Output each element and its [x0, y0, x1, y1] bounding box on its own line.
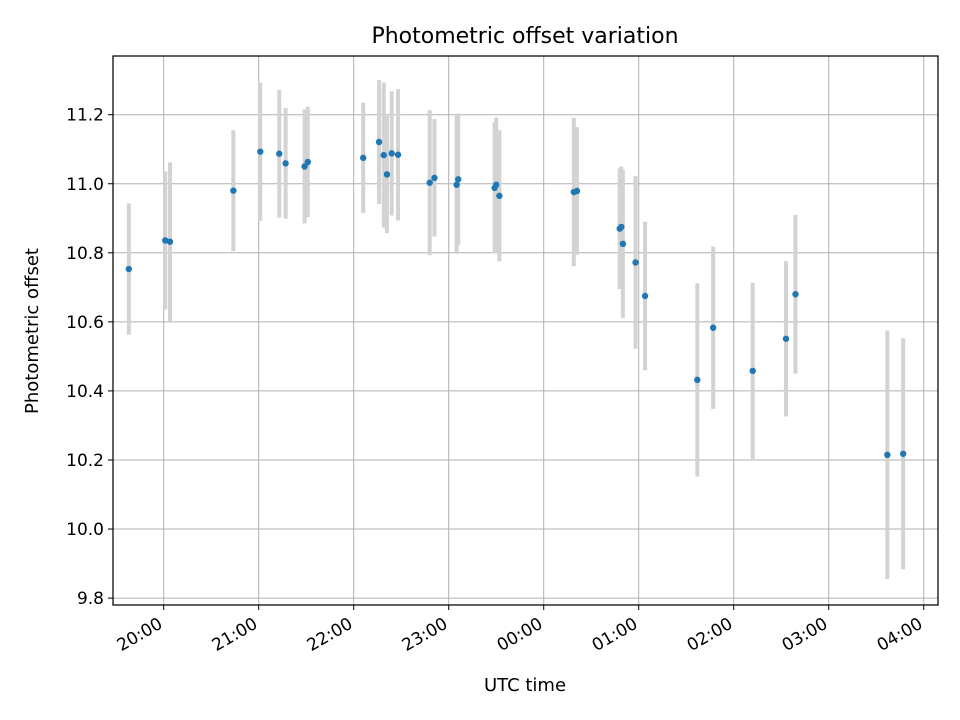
data-point [641, 292, 649, 300]
data-point [694, 376, 701, 384]
data-point [431, 174, 438, 182]
y-tick-label: 10.6 [66, 313, 104, 333]
data-point [359, 154, 367, 162]
x-tick-label: 04:00 [874, 614, 926, 656]
data-point [884, 451, 891, 459]
data-point [125, 265, 133, 273]
data-point [394, 151, 402, 158]
y-tick-label: 11.0 [66, 175, 104, 195]
data-point [380, 151, 387, 159]
x-tick-label: 01:00 [589, 614, 641, 656]
error-bars [126, 79, 906, 580]
plot-area-frame [112, 55, 939, 606]
y-tick-label: 9.8 [77, 589, 104, 609]
x-tick-label: 02:00 [684, 614, 736, 656]
y-axis: 9.8 10.0 10.2 10.4 10.6 10.8 11.0 11.2 [66, 106, 113, 609]
data-point [709, 324, 717, 331]
chart-title: Photometric offset variation [371, 24, 678, 49]
data-point [792, 291, 799, 298]
y-tick-label: 11.2 [66, 106, 104, 126]
data-point [899, 450, 907, 457]
x-tick-label: 23:00 [399, 614, 451, 656]
y-tick-label: 10.8 [66, 244, 104, 264]
x-axis: 20:00 21:00 22:00 23:00 00:00 01:00 02:00 03:00… [114, 605, 926, 656]
x-tick-label: 03:00 [779, 614, 831, 656]
data-point [426, 179, 433, 186]
x-tick-label: 21:00 [209, 614, 261, 656]
data-point [573, 187, 581, 195]
data-point [276, 150, 283, 157]
data-point [782, 335, 790, 342]
data-point [455, 176, 462, 183]
data-point [619, 240, 627, 248]
data-point [632, 259, 639, 266]
x-tick-label: 20:00 [114, 614, 166, 656]
y-tick-label: 10.4 [66, 382, 104, 402]
y-tick-label: 10.0 [66, 520, 104, 540]
data-point [257, 148, 264, 155]
grid [113, 56, 938, 605]
data-point [383, 171, 391, 178]
data-point [496, 192, 503, 200]
data-point [388, 150, 395, 157]
data-point [493, 181, 500, 188]
y-axis-label: Photometric offset [22, 248, 43, 414]
y-tick-label: 10.2 [66, 451, 104, 471]
data-point [749, 367, 756, 375]
data-point [230, 187, 237, 194]
x-tick-label: 00:00 [494, 614, 546, 656]
data-point [453, 181, 460, 188]
data-point [375, 138, 383, 146]
data-point [301, 163, 308, 170]
x-axis-label: UTC time [484, 675, 566, 696]
data-point [282, 160, 289, 167]
x-tick-label: 22:00 [304, 614, 356, 656]
data-points [125, 138, 907, 459]
data-point [304, 158, 311, 166]
data-point [166, 238, 174, 245]
data-point [618, 223, 625, 231]
